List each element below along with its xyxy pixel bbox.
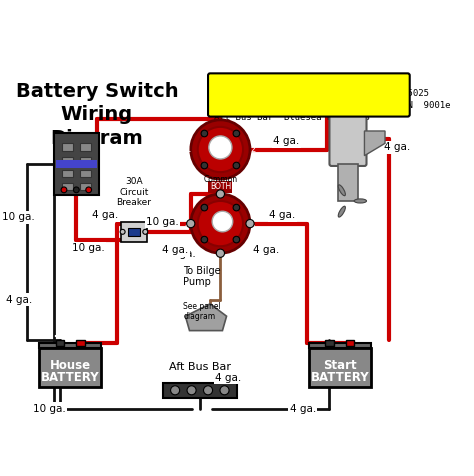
Circle shape bbox=[143, 229, 148, 234]
Text: 4 ga.: 4 ga. bbox=[384, 142, 410, 152]
Bar bbox=[120, 221, 147, 242]
Circle shape bbox=[198, 201, 243, 246]
Circle shape bbox=[233, 204, 240, 211]
Text: 4 ga.: 4 ga. bbox=[269, 210, 295, 220]
Circle shape bbox=[216, 249, 225, 258]
Text: See panel
diagram: See panel diagram bbox=[183, 302, 221, 321]
Circle shape bbox=[86, 187, 91, 193]
Circle shape bbox=[220, 386, 229, 395]
Text: To Bilge
Pump: To Bilge Pump bbox=[183, 266, 221, 288]
Text: 4 ga.: 4 ga. bbox=[92, 210, 118, 220]
Circle shape bbox=[233, 162, 240, 169]
Bar bbox=[62, 157, 73, 164]
Bar bbox=[80, 169, 91, 177]
Text: +: + bbox=[74, 328, 89, 346]
Circle shape bbox=[216, 190, 225, 198]
Text: −: − bbox=[322, 328, 337, 346]
Circle shape bbox=[73, 187, 79, 193]
Circle shape bbox=[191, 194, 250, 253]
Bar bbox=[62, 169, 73, 177]
Bar bbox=[309, 348, 371, 387]
Bar bbox=[62, 183, 73, 190]
Polygon shape bbox=[185, 304, 227, 331]
Text: BATTERY: BATTERY bbox=[310, 371, 369, 385]
Circle shape bbox=[203, 386, 212, 395]
Text: 4 ga.: 4 ga. bbox=[162, 245, 188, 255]
Text: −: − bbox=[52, 328, 67, 346]
Polygon shape bbox=[365, 131, 385, 156]
Circle shape bbox=[201, 130, 208, 137]
Ellipse shape bbox=[338, 185, 346, 196]
Circle shape bbox=[201, 236, 208, 243]
Ellipse shape bbox=[338, 206, 346, 217]
Circle shape bbox=[120, 229, 125, 234]
FancyBboxPatch shape bbox=[329, 109, 366, 166]
Circle shape bbox=[201, 162, 208, 169]
Circle shape bbox=[212, 211, 233, 232]
Text: OFF: OFF bbox=[213, 107, 228, 116]
Circle shape bbox=[171, 386, 180, 395]
Text: 1: 1 bbox=[185, 145, 190, 154]
Text: Battery Switch
Wiring
Diagram: Battery Switch Wiring Diagram bbox=[16, 81, 178, 148]
Bar bbox=[56, 340, 64, 346]
FancyBboxPatch shape bbox=[331, 94, 365, 115]
Circle shape bbox=[191, 120, 250, 179]
Circle shape bbox=[61, 187, 67, 193]
Bar bbox=[39, 348, 101, 387]
Text: 4 ga.: 4 ga. bbox=[290, 404, 316, 414]
Text: 30A
Circuit
Breaker: 30A Circuit Breaker bbox=[117, 178, 152, 207]
Bar bbox=[54, 133, 99, 195]
Text: BOTH: BOTH bbox=[210, 182, 231, 191]
Text: 10 ga.: 10 ga. bbox=[73, 243, 105, 253]
Text: Aft Bus Bar: Aft Bus Bar bbox=[169, 362, 231, 372]
Bar bbox=[309, 343, 371, 348]
Text: House: House bbox=[50, 359, 91, 372]
Text: BATT: BATT bbox=[199, 228, 218, 236]
Text: 4 ga.: 4 ga. bbox=[6, 295, 32, 305]
Circle shape bbox=[198, 127, 243, 172]
Bar bbox=[62, 143, 73, 151]
FancyBboxPatch shape bbox=[208, 73, 410, 117]
Bar bbox=[163, 383, 237, 398]
Text: 4 ga.: 4 ga. bbox=[253, 245, 279, 255]
Text: 10 ga.: 10 ga. bbox=[33, 404, 66, 414]
Circle shape bbox=[209, 136, 232, 159]
Text: 2: 2 bbox=[185, 219, 190, 228]
Circle shape bbox=[201, 204, 208, 211]
Circle shape bbox=[187, 219, 195, 228]
Bar bbox=[80, 183, 91, 190]
Bar bbox=[346, 340, 354, 346]
Text: 4 ga.: 4 ga. bbox=[273, 136, 300, 146]
Text: Common: Common bbox=[203, 176, 237, 185]
Ellipse shape bbox=[354, 199, 366, 203]
Text: 1: 1 bbox=[250, 219, 256, 228]
Circle shape bbox=[246, 219, 254, 228]
Bar bbox=[76, 340, 84, 346]
Bar bbox=[128, 228, 140, 236]
Text: 10 ga.: 10 ga. bbox=[163, 249, 196, 259]
Text: 30A Breaker  Bluesea PN 7181
Fuse Panel w/ground bus  Bluesea PN 5025
4 Position: 30A Breaker Bluesea PN 7181 Fuse Panel w… bbox=[214, 78, 451, 122]
Text: 4 ga.: 4 ga. bbox=[216, 373, 242, 383]
Bar bbox=[56, 160, 97, 168]
Bar bbox=[80, 157, 91, 164]
Text: +: + bbox=[343, 328, 358, 346]
Bar bbox=[39, 343, 101, 348]
Text: BATTERY: BATTERY bbox=[41, 371, 100, 385]
Bar bbox=[80, 143, 91, 151]
Text: 10 ga.: 10 ga. bbox=[146, 217, 179, 227]
Text: 2: 2 bbox=[251, 145, 256, 154]
Text: Start: Start bbox=[323, 359, 356, 372]
Bar bbox=[325, 340, 334, 346]
Text: 10 ga.: 10 ga. bbox=[2, 212, 35, 222]
Circle shape bbox=[233, 130, 240, 137]
Circle shape bbox=[187, 386, 196, 395]
Bar bbox=[337, 164, 358, 201]
Circle shape bbox=[233, 236, 240, 243]
